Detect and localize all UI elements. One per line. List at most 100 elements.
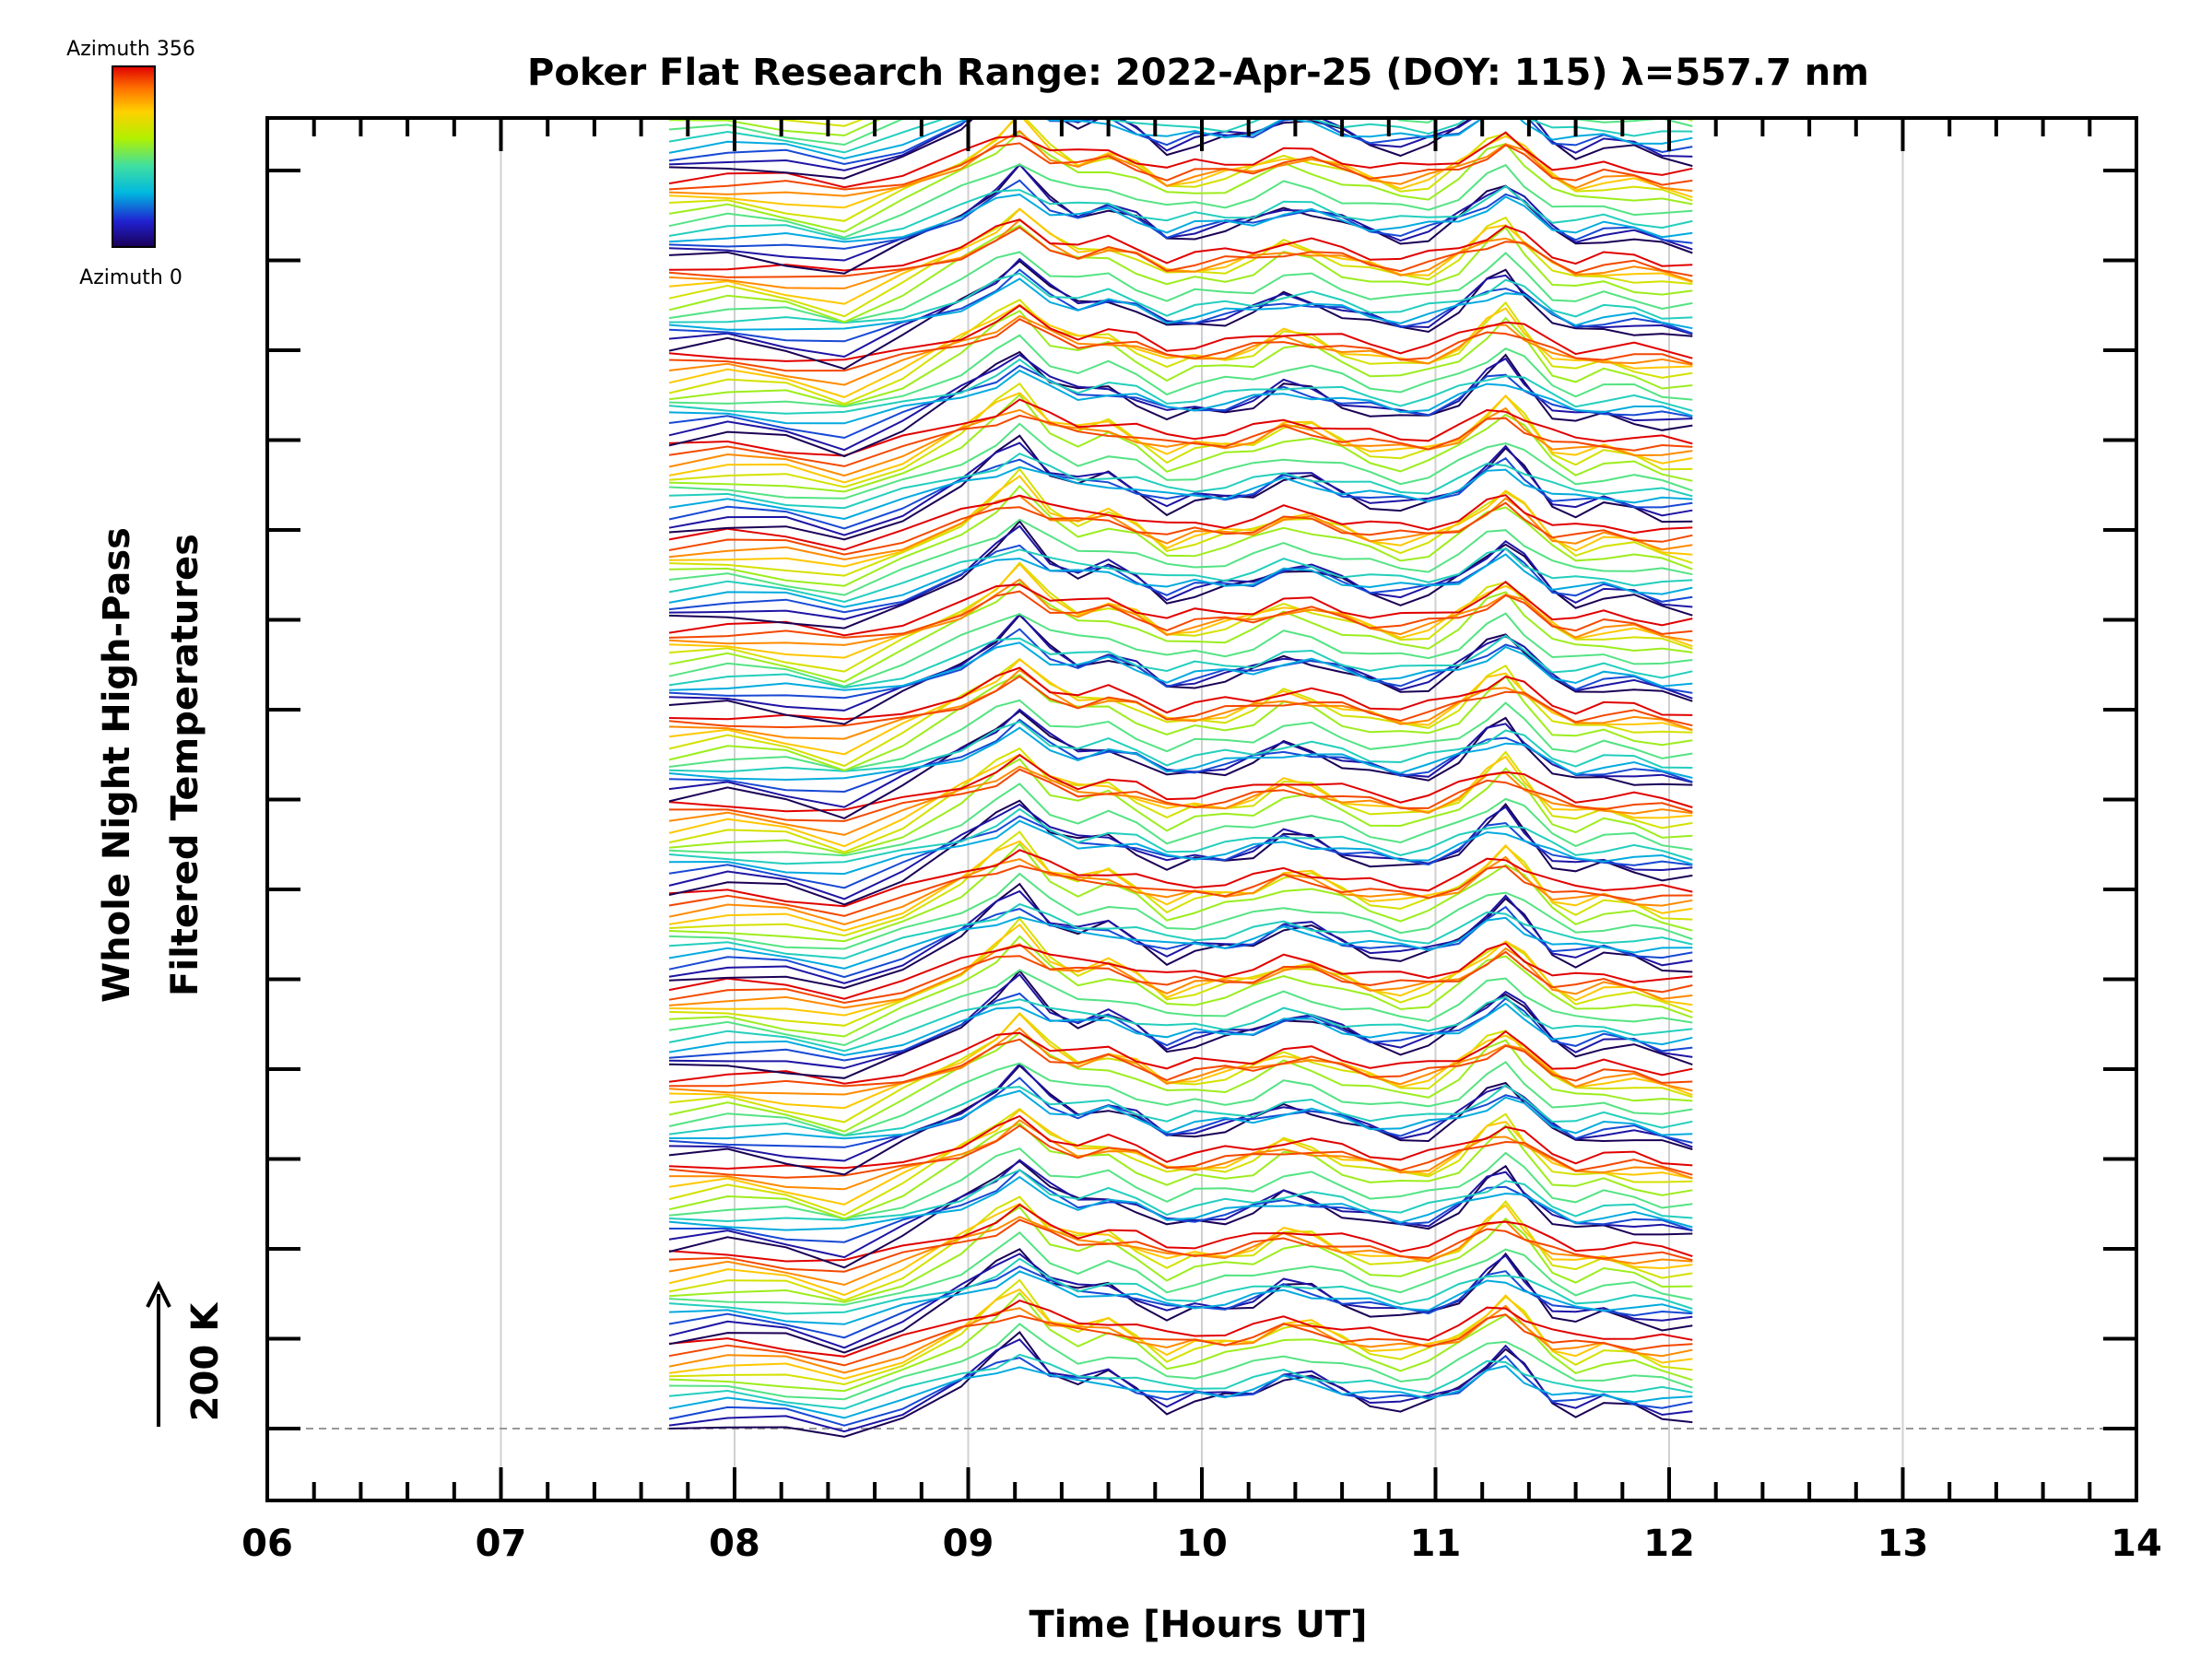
series-line — [668, 272, 1693, 324]
series-line — [668, 1107, 1693, 1217]
series-line — [668, 304, 1693, 362]
series-line — [668, 1159, 1693, 1259]
series-line — [668, 457, 1693, 530]
series-line — [668, 1206, 1693, 1303]
series-line — [668, 950, 1693, 1005]
series-line — [668, 310, 1693, 407]
series-line — [668, 398, 1693, 457]
colorbar-top-label: Azimuth 356 — [66, 38, 195, 61]
series-line — [668, 1030, 1693, 1085]
series-line — [668, 905, 1693, 979]
series-line — [668, 422, 1693, 500]
series-line — [668, 849, 1693, 908]
series-line — [668, 1147, 1693, 1220]
x-tick-label: 13 — [1877, 1523, 1929, 1565]
series-line — [668, 207, 1693, 305]
series-line — [668, 657, 1693, 768]
series-line — [668, 842, 1693, 943]
series-line — [668, 1291, 1693, 1393]
series-line — [668, 1084, 1693, 1137]
series-line — [668, 553, 1693, 608]
series-line — [668, 753, 1693, 813]
series-line — [668, 394, 1693, 493]
series-line — [668, 799, 1693, 906]
colorbar-bottom-label: Azimuth 0 — [79, 266, 182, 289]
series-line — [668, 1323, 1693, 1401]
x-axis-title: Time [Hours UT] — [1030, 1604, 1368, 1646]
series-line — [668, 590, 1693, 639]
series-line — [668, 358, 1693, 415]
series-line — [668, 494, 1693, 551]
series-line — [668, 318, 1693, 372]
series-line — [668, 1257, 1693, 1315]
series-line — [668, 453, 1693, 510]
x-tick-label: 14 — [2111, 1523, 2162, 1565]
series-line — [668, 257, 1693, 359]
series-line — [668, 218, 1693, 289]
series-line — [668, 765, 1693, 836]
series-line — [668, 782, 1693, 857]
x-tick-label: 08 — [709, 1523, 760, 1565]
series-line — [668, 1230, 1693, 1306]
series-line — [668, 226, 1693, 278]
series-line — [668, 1354, 1693, 1427]
colorbar: Azimuth 356 Azimuth 0 — [66, 38, 195, 289]
series-line — [668, 303, 1693, 399]
series-line — [668, 251, 1693, 324]
series-line — [668, 547, 1693, 604]
x-tick-label: 11 — [1410, 1523, 1462, 1565]
series-line — [669, 768, 1693, 822]
series-line — [668, 484, 1693, 587]
series-line — [668, 1202, 1693, 1297]
x-tick-label: 07 — [476, 1523, 527, 1565]
series-line — [668, 819, 1693, 876]
series-line — [668, 872, 1693, 950]
x-tick-label: 12 — [1643, 1523, 1695, 1565]
series-line — [668, 916, 1693, 970]
series-line — [668, 612, 1693, 688]
series-line — [668, 1124, 1693, 1179]
series-line — [668, 369, 1693, 425]
series-line — [668, 708, 1693, 808]
series-line — [668, 969, 1693, 1047]
series-line — [668, 1313, 1693, 1367]
series-line — [668, 163, 1693, 239]
series-line — [668, 277, 1693, 331]
y-axis-title-line2: Filtered Temperatures — [164, 534, 206, 996]
series-line — [668, 184, 1693, 241]
series-line — [668, 518, 1693, 596]
series-line — [668, 1365, 1693, 1419]
series-line — [668, 865, 1693, 917]
series-line — [668, 1353, 1693, 1410]
series-line — [668, 406, 1693, 477]
series-line — [668, 995, 1693, 1053]
series-line — [668, 562, 1693, 659]
series-line — [668, 1218, 1693, 1273]
series-line — [668, 1270, 1693, 1325]
series-line — [668, 902, 1693, 959]
series-line — [668, 1119, 1693, 1191]
axis-ticks — [265, 118, 2138, 1500]
series-line — [668, 118, 1693, 154]
series-line — [668, 726, 1693, 782]
y-axis-title-line1: Whole Night High-Pass — [96, 527, 138, 1003]
series-line — [668, 1122, 1693, 1220]
series-line — [668, 299, 1693, 406]
series-line — [668, 628, 1693, 700]
scale-arrow-head — [146, 1280, 171, 1308]
series-line — [668, 501, 1693, 556]
series-line — [668, 350, 1693, 458]
series-line — [668, 1300, 1693, 1358]
series-line — [668, 494, 1693, 561]
series-line — [668, 666, 1693, 721]
series-line — [668, 935, 1693, 1038]
series-line — [668, 1002, 1693, 1056]
series-line — [668, 641, 1693, 691]
series-line — [668, 1027, 1693, 1096]
series-line — [668, 142, 1693, 191]
series-line — [668, 923, 1693, 1017]
series-line — [668, 699, 1693, 771]
series-line — [668, 747, 1693, 853]
series-line — [668, 1265, 1693, 1339]
